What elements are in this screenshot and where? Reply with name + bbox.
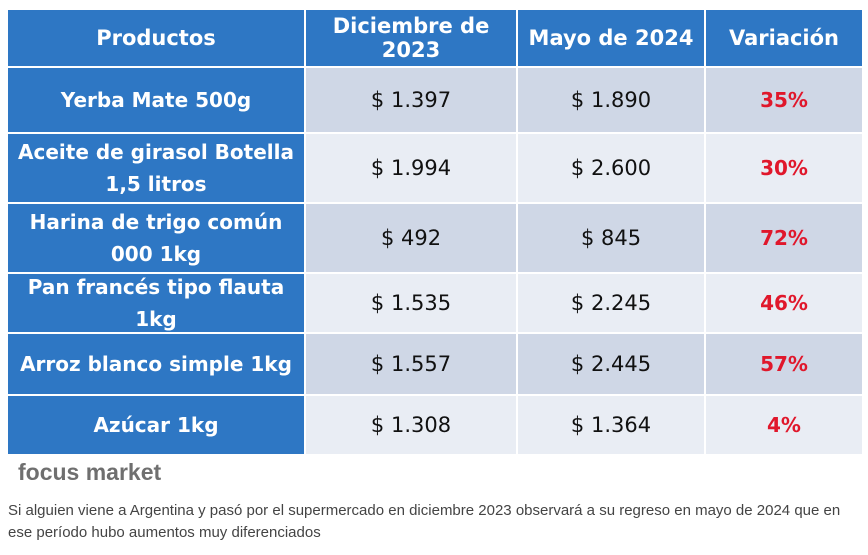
row-variation: 57% [706, 334, 864, 396]
row-dic-2023: $ 1.308 [306, 396, 518, 456]
row-dic-2023: $ 492 [306, 204, 518, 274]
header-productos: Productos [8, 10, 306, 68]
header-variacion: Variación [706, 10, 864, 68]
row-variation: 72% [706, 204, 864, 274]
header-diciembre-2023: Diciembre de 2023 [306, 10, 518, 68]
caption-text: Si alguien viene a Argentina y pasó por … [8, 502, 841, 541]
row-variation: 46% [706, 274, 864, 334]
row-may-2024: $ 1.364 [518, 396, 706, 456]
row-product: Azúcar 1kg [8, 396, 306, 456]
row-may-2024: $ 1.890 [518, 68, 706, 134]
row-variation: 30% [706, 134, 864, 204]
row-product: Yerba Mate 500g [8, 68, 306, 134]
row-product: Arroz blanco simple 1kg [8, 334, 306, 396]
price-table: Productos Diciembre de 2023 Mayo de 2024… [8, 10, 864, 456]
brand-watermark: focus market [18, 459, 162, 485]
row-may-2024: $ 2.600 [518, 134, 706, 204]
row-dic-2023: $ 1.994 [306, 134, 518, 204]
header-mayo-2024: Mayo de 2024 [518, 10, 706, 68]
row-product: Harina de trigo común 000 1kg [8, 204, 306, 274]
row-may-2024: $ 845 [518, 204, 706, 274]
row-variation: 4% [706, 396, 864, 456]
row-dic-2023: $ 1.535 [306, 274, 518, 334]
row-dic-2023: $ 1.557 [306, 334, 518, 396]
row-may-2024: $ 2.245 [518, 274, 706, 334]
row-product: Aceite de girasol Botella 1,5 litros [8, 134, 306, 204]
row-may-2024: $ 2.445 [518, 334, 706, 396]
row-variation: 35% [706, 68, 864, 134]
row-dic-2023: $ 1.397 [306, 68, 518, 134]
row-product: Pan francés tipo flauta 1kg [8, 274, 306, 334]
